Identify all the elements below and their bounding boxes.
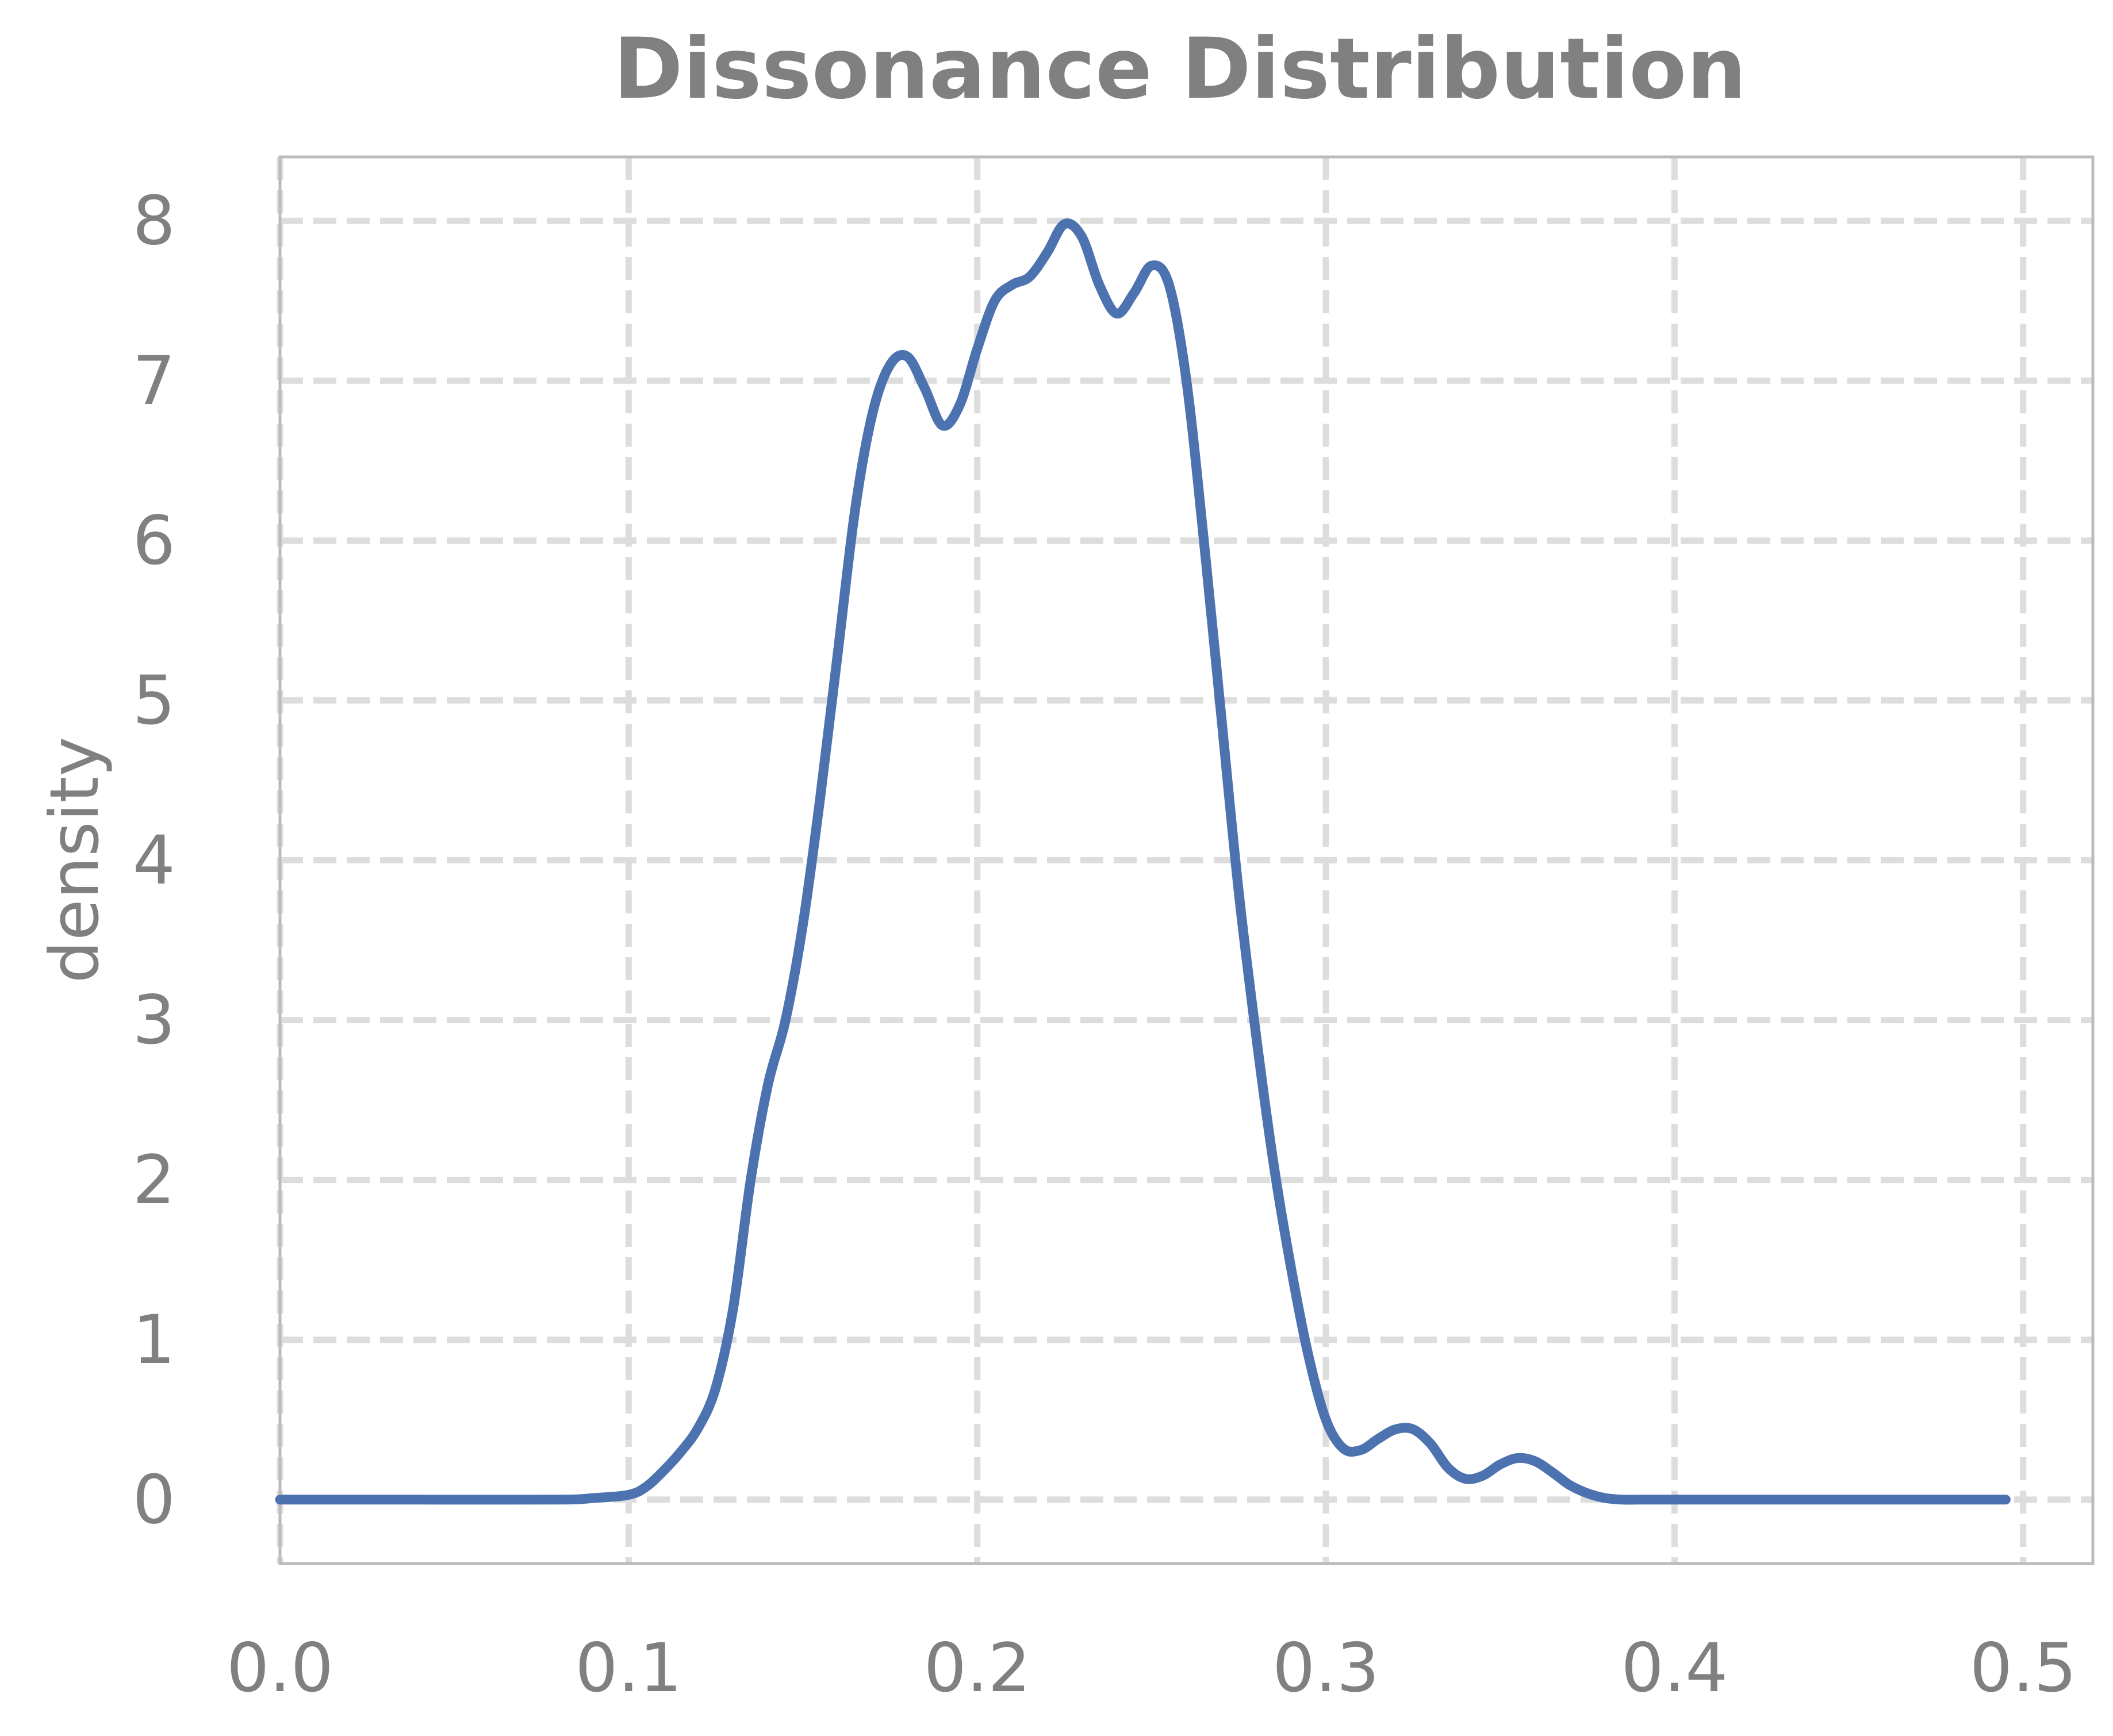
plot-frame xyxy=(278,155,2095,1565)
y-tick-label: 4 xyxy=(133,821,175,900)
y-tick-label: 7 xyxy=(133,341,175,420)
y-tick-labels: 0 1 2 3 4 5 6 7 8 xyxy=(133,182,175,1539)
y-tick-label: 3 xyxy=(133,981,175,1059)
y-axis-label: density xyxy=(35,737,114,984)
x-tick-label: 0.4 xyxy=(1621,1629,1728,1707)
y-tick-label: 1 xyxy=(133,1300,175,1379)
density-series-line xyxy=(275,218,2011,1505)
series-layer xyxy=(275,218,2011,1505)
x-tick-label: 0.3 xyxy=(1272,1629,1379,1707)
x-tick-label: 0.5 xyxy=(1970,1629,2077,1707)
x-tick-label: 0.1 xyxy=(575,1629,682,1707)
x-tick-label: 0.0 xyxy=(227,1629,333,1707)
y-tick-label: 0 xyxy=(133,1460,175,1539)
y-tick-label: 5 xyxy=(133,661,175,740)
y-tick-label: 8 xyxy=(133,182,175,260)
chart-title: Dissonance Distribution xyxy=(613,20,1747,118)
x-tick-labels: 0.0 0.1 0.2 0.3 0.4 0.5 xyxy=(227,1629,2077,1707)
x-tick-label: 0.2 xyxy=(924,1629,1031,1707)
y-tick-label: 2 xyxy=(133,1140,175,1219)
y-tick-label: 6 xyxy=(133,501,175,580)
